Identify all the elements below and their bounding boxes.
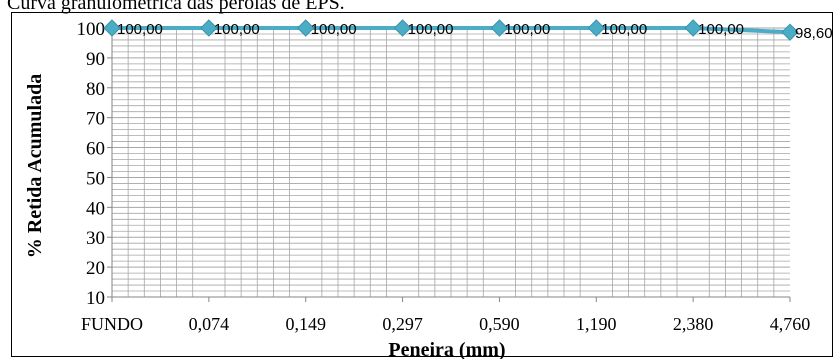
data-series <box>103 19 799 41</box>
x-tick-label: 0,590 <box>479 314 520 334</box>
data-label: 100,00 <box>601 21 647 38</box>
data-label: 100,00 <box>698 21 744 38</box>
y-tick-label: 100 <box>77 19 106 40</box>
data-point-marker <box>103 19 121 37</box>
y-tick-label: 20 <box>86 258 105 279</box>
chart-frame <box>11 12 833 357</box>
x-tick-label: FUNDO <box>81 314 143 334</box>
y-tick-label: 50 <box>86 168 105 189</box>
y-tick-label: 70 <box>86 109 105 130</box>
data-point-marker <box>781 23 799 41</box>
gridlines <box>112 27 790 298</box>
x-tick-label: 2,380 <box>673 314 714 334</box>
series-line <box>112 26 791 35</box>
y-tick-label: 90 <box>86 49 105 70</box>
x-tick-label: 4,760 <box>770 314 811 334</box>
x-axis-title: Peneira (mm) <box>388 339 505 359</box>
x-tick-label: 0,297 <box>382 314 423 334</box>
x-tick-label: 1,190 <box>576 314 617 334</box>
x-tick-labels: FUNDO 0,074 0,149 0,297 0,590 1,190 2,380 4,760 <box>81 314 810 334</box>
data-point-marker <box>393 19 412 37</box>
data-point-marker <box>200 19 218 37</box>
x-tick-label: 0,149 <box>285 314 326 334</box>
y-tick-label: 40 <box>86 198 105 219</box>
data-label: 98,60 <box>795 25 833 42</box>
figure-caption: Curva granulométrica das pérolas de EPS. <box>7 0 345 14</box>
data-point-marker <box>684 19 702 37</box>
data-label: 100,00 <box>408 21 454 38</box>
y-tick-label: 80 <box>86 79 105 100</box>
y-tick-label: 30 <box>86 228 105 249</box>
y-axis-title: % Retida Acumulada <box>24 74 46 258</box>
y-tick-labels: 10 20 30 40 50 60 70 80 90 100 <box>77 19 106 309</box>
data-point-marker <box>490 19 509 37</box>
y-tick-label: 60 <box>86 139 105 160</box>
data-label: 100,00 <box>117 21 163 38</box>
data-label: 100,00 <box>214 21 260 38</box>
data-label: 100,00 <box>311 21 357 38</box>
data-label: 100,00 <box>504 21 550 38</box>
data-point-marker <box>587 19 605 37</box>
x-tick-label: 0,074 <box>189 314 230 334</box>
y-tick-label: 10 <box>86 288 105 309</box>
axes <box>107 27 791 302</box>
data-labels: 100,00 100,00 100,00 100,00 100,00 100,00 100,… <box>117 21 833 42</box>
data-point-marker <box>297 19 315 37</box>
